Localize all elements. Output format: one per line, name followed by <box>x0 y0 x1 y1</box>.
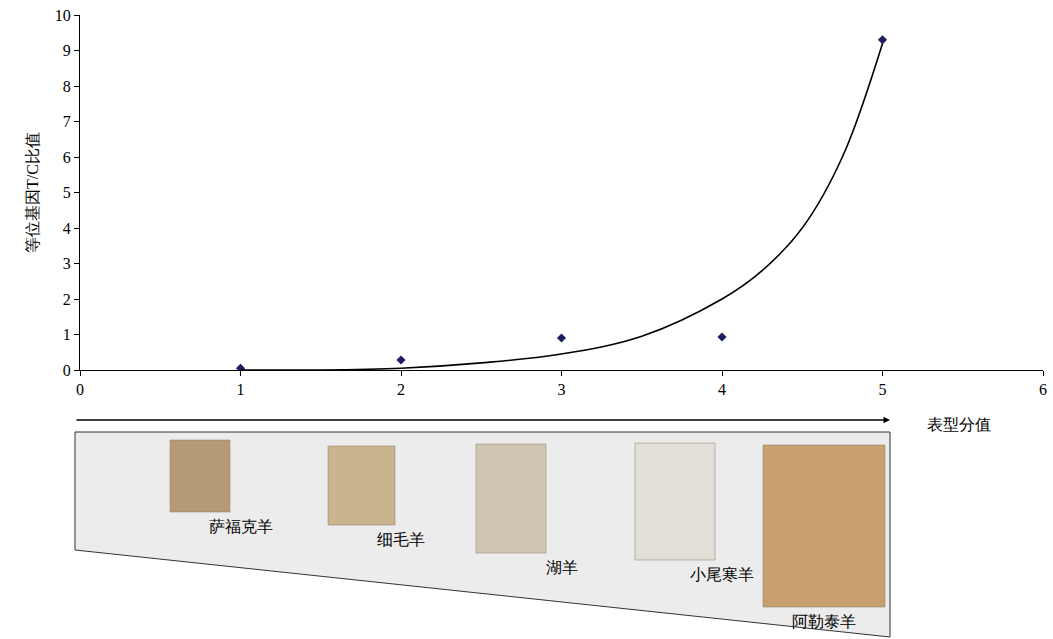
svg-text:细毛羊: 细毛羊 <box>377 531 425 548</box>
svg-text:2: 2 <box>63 291 71 308</box>
svg-text:5: 5 <box>63 184 71 201</box>
svg-text:4: 4 <box>63 220 71 237</box>
svg-text:2: 2 <box>397 381 405 398</box>
svg-text:萨福克羊: 萨福克羊 <box>209 518 273 535</box>
svg-text:小尾寒羊: 小尾寒羊 <box>690 566 754 583</box>
svg-text:湖羊: 湖羊 <box>546 559 578 576</box>
svg-text:4: 4 <box>718 381 726 398</box>
svg-text:5: 5 <box>879 381 887 398</box>
svg-text:8: 8 <box>63 78 71 95</box>
svg-text:10: 10 <box>55 7 71 24</box>
svg-text:3: 3 <box>63 255 71 272</box>
svg-text:表型分值: 表型分值 <box>927 416 991 433</box>
svg-text:3: 3 <box>558 381 566 398</box>
svg-text:6: 6 <box>63 149 71 166</box>
svg-text:1: 1 <box>63 326 71 343</box>
svg-text:6: 6 <box>1039 381 1047 398</box>
svg-text:阿勒泰羊: 阿勒泰羊 <box>792 613 856 630</box>
svg-text:0: 0 <box>76 381 84 398</box>
svg-text:9: 9 <box>63 42 71 59</box>
svg-text:等位基因T/C比值: 等位基因T/C比值 <box>24 132 41 253</box>
svg-text:1: 1 <box>237 381 245 398</box>
svg-text:7: 7 <box>63 113 71 130</box>
svg-text:0: 0 <box>63 362 71 379</box>
